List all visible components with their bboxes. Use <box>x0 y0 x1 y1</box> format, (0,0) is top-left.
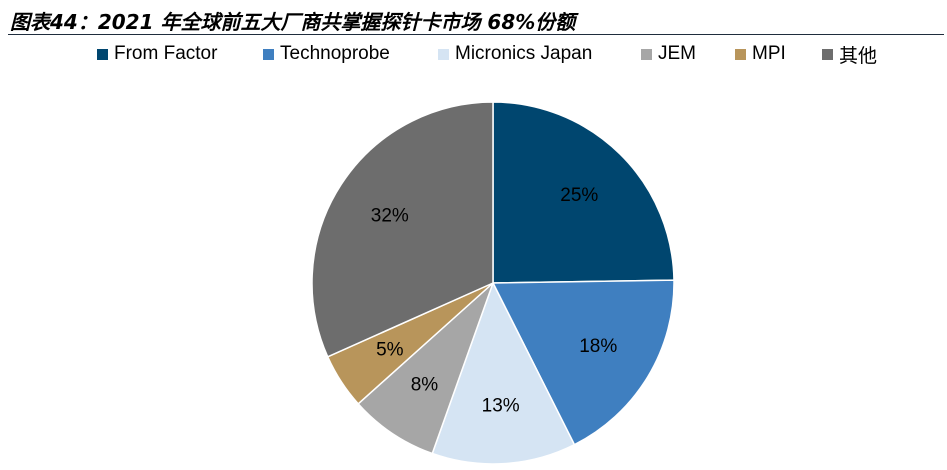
data-label-technoprobe: 18% <box>579 336 617 357</box>
legend-item-mpi: MPI <box>735 40 786 68</box>
data-label-micronics-japan: 13% <box>482 395 520 416</box>
data-label-other: 32% <box>371 206 409 227</box>
legend-label: JEM <box>658 43 696 64</box>
legend-label: 其他 <box>839 45 878 67</box>
legend-swatch <box>438 48 449 60</box>
legend-label: MPI <box>752 43 786 64</box>
legend-swatch <box>97 48 108 60</box>
legend-item-technoprobe: Technoprobe <box>263 40 390 68</box>
pie-slice-from-factor <box>492 101 675 284</box>
legend-item-other: 其他 <box>822 40 877 68</box>
legend-label: Micronics Japan <box>455 43 593 64</box>
data-label-mpi: 5% <box>376 339 404 360</box>
data-label-jem: 8% <box>411 375 439 396</box>
pie-slice-other <box>311 101 494 358</box>
legend-label: Technoprobe <box>280 43 390 64</box>
figure-title: 图表44：2021 年全球前五大厂商共掌握探针卡市场 68%份额 <box>10 10 576 34</box>
data-label-from-factor: 25% <box>560 185 598 206</box>
legend-item-micronics-japan: Micronics Japan <box>438 40 592 68</box>
chart-legend: From Factor Technoprobe Micronics Japan … <box>0 40 947 68</box>
pie-slice-micronics-japan <box>431 281 576 465</box>
legend-swatch <box>263 48 274 60</box>
pie-slice-technoprobe <box>491 279 675 446</box>
legend-swatch <box>735 48 746 60</box>
legend-item-from-factor: From Factor <box>97 40 217 68</box>
legend-label: From Factor <box>114 43 218 64</box>
pie-slice-jem <box>357 282 494 455</box>
legend-swatch <box>641 48 652 60</box>
legend-item-jem: JEM <box>641 40 696 68</box>
legend-swatch <box>822 48 833 60</box>
title-divider <box>8 34 944 35</box>
